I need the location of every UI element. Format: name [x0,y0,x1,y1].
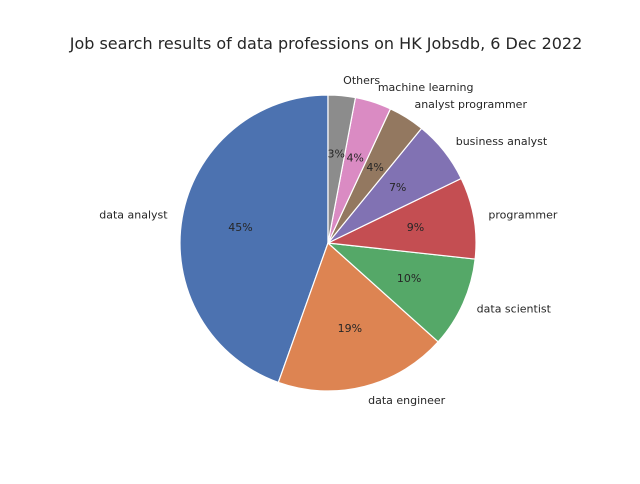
pct-label-data-analyst: 45% [228,221,252,234]
pie-slices [179,94,477,392]
pct-label-business-analyst: 7% [389,181,406,194]
pie-slice-data-scientist [327,242,476,343]
pie-slice-data-analyst [179,94,329,384]
pct-label-data-scientist: 10% [397,272,421,285]
pie-slice-others [327,94,357,244]
slice-label-data-analyst: data analyst [99,208,168,221]
pct-label-machine-learning: 4% [346,151,363,164]
pie-slice-programmer [327,177,477,260]
slice-label-analyst-programmer: analyst programmer [414,98,527,111]
pct-label-analyst-programmer: 4% [366,161,383,174]
pct-label-data-engineer: 19% [338,322,362,335]
slice-label-machine-learning: machine learning [378,81,474,94]
slice-label-business-analyst: business analyst [456,135,548,148]
pie-labels: data analyst 45% data engineer 19% data scie… [99,74,558,407]
slice-label-programmer: programmer [488,208,557,221]
slice-label-data-engineer: data engineer [368,394,446,407]
pct-label-others: 3% [328,148,345,161]
pie-slice-data-engineer [277,242,439,392]
slice-label-data-scientist: data scientist [477,302,552,315]
pct-label-programmer: 9% [407,221,424,234]
chart-title: Job search results of data professions o… [69,34,583,53]
slice-label-others: Others [343,74,380,87]
